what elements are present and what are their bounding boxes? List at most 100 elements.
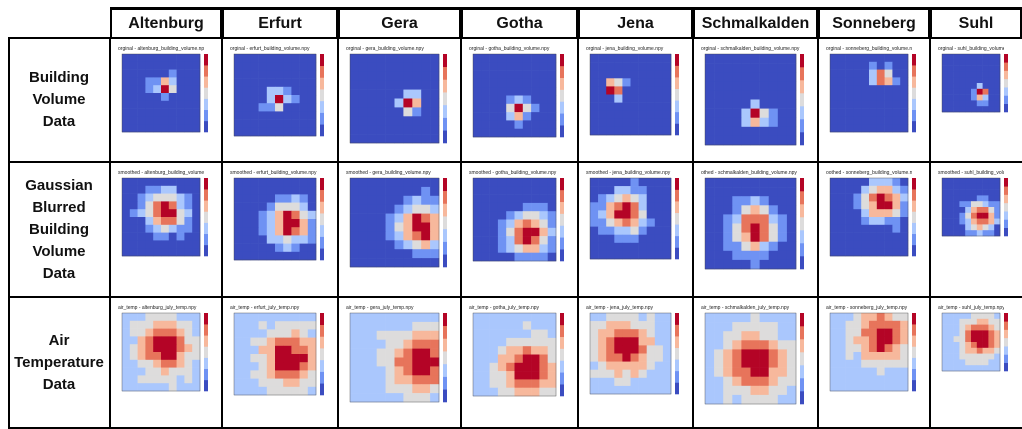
heatmap-cell — [590, 186, 599, 195]
heatmap-cell — [137, 93, 146, 102]
heatmap-cell — [853, 344, 862, 353]
heatmap-cell — [192, 178, 201, 187]
colorbar-segment — [675, 347, 679, 360]
heatmap-cell — [853, 185, 862, 194]
heatmap-cell — [161, 193, 170, 202]
heatmap-cell — [176, 359, 185, 368]
heatmap-cell — [786, 187, 797, 197]
heatmap-cell — [876, 240, 885, 249]
heatmap-cell — [481, 371, 490, 380]
heatmap-cell — [250, 354, 259, 363]
plot-title: air_temp - altenburg_july_temp.npy — [118, 305, 197, 311]
heatmap-cell — [768, 331, 779, 341]
heatmap-cell — [630, 313, 639, 322]
heatmap-cell — [489, 178, 499, 187]
heatmap-cell — [234, 78, 243, 88]
heatmap-cell — [234, 321, 243, 330]
heatmap-cell — [759, 205, 769, 215]
heatmap-cell — [283, 119, 292, 129]
heatmap-cell — [376, 357, 386, 367]
heatmap-cell — [531, 387, 540, 397]
heatmap-cell — [376, 339, 386, 349]
heatmap-cell — [184, 232, 193, 241]
heatmap-cell — [959, 330, 966, 337]
heatmap-cell — [750, 331, 760, 341]
heatmap-cell — [965, 88, 972, 95]
heatmap-cell — [853, 248, 862, 257]
heatmap-cell — [299, 321, 309, 330]
colorbar-segment — [675, 65, 679, 78]
heatmap-cell — [129, 85, 138, 94]
heatmap-cell — [412, 204, 422, 214]
colorbar-segment — [1004, 219, 1008, 229]
heatmap-cell — [184, 320, 193, 329]
heatmap-cell — [884, 201, 893, 210]
heatmap-cell — [606, 369, 615, 379]
heatmap-cell — [606, 234, 615, 244]
heatmap-cell — [242, 202, 251, 212]
heatmap-cell — [497, 219, 507, 229]
heatmap-cell — [988, 318, 995, 325]
heatmap-cell — [884, 124, 893, 133]
heatmap-cell — [662, 361, 672, 370]
heatmap-cell — [654, 194, 664, 203]
heatmap-cell — [153, 201, 162, 210]
heatmap-cell — [830, 359, 839, 368]
heatmap-cell — [590, 218, 599, 227]
heatmap-cell — [638, 218, 647, 227]
heatmap-cell — [646, 353, 656, 362]
plot-title: orginal - erfurt_building_volume.npy — [230, 46, 310, 52]
heatmap-cell — [869, 248, 878, 257]
heatmap-cell — [291, 354, 300, 363]
colorbar-segment — [204, 357, 208, 370]
heatmap-cell — [662, 110, 672, 120]
colorbar-segment — [800, 391, 804, 405]
heatmap-cell — [741, 223, 751, 233]
heatmap-cell — [630, 226, 639, 235]
colorbar-segment — [443, 313, 447, 327]
plot-orig-gera: orginal - gera_building_volume.npy — [338, 38, 461, 162]
heatmap-cell — [705, 241, 715, 252]
heatmap-cell — [421, 186, 431, 197]
heatmap-cell — [129, 232, 138, 241]
heatmap-cell — [539, 227, 548, 237]
heatmap-cell — [884, 224, 893, 233]
colorbar-segment — [800, 217, 804, 231]
heatmap-cell — [759, 196, 769, 206]
heatmap-cell — [768, 117, 779, 128]
heatmap-cell — [662, 94, 672, 103]
heatmap-cell — [506, 371, 515, 380]
heatmap-cell — [830, 367, 839, 376]
heatmap-cell — [403, 366, 413, 376]
heatmap-cell — [861, 224, 870, 233]
plot-frame — [472, 53, 557, 138]
heatmap-cell — [723, 108, 733, 118]
heatmap-cell — [153, 375, 162, 384]
colorbar-segment — [443, 79, 447, 93]
heatmap-cell — [168, 85, 177, 94]
colorbar-segment — [1004, 202, 1008, 212]
heatmap-cell — [122, 185, 131, 194]
heatmap-cell — [853, 193, 862, 202]
heatmap-cell — [971, 71, 978, 78]
heatmap-cell — [307, 62, 317, 71]
heatmap-cell — [598, 313, 607, 322]
heatmap-cell — [630, 86, 639, 95]
heatmap-cell — [153, 232, 162, 241]
plot-frame — [829, 53, 909, 133]
heatmap-cell — [876, 367, 885, 376]
heatmap-cell — [473, 219, 482, 229]
heatmap-cell — [876, 85, 885, 94]
heatmap-cell — [959, 336, 966, 343]
heatmap-cell — [497, 321, 507, 330]
heatmap-cell — [184, 224, 193, 233]
heatmap-cell — [837, 54, 846, 63]
heatmap-cell — [942, 330, 949, 337]
heatmap-cell — [646, 102, 656, 111]
heatmap-cell — [506, 346, 515, 355]
heatmap-cell — [192, 93, 201, 102]
colorbar-segment — [675, 212, 679, 225]
heatmap-cell — [145, 240, 154, 249]
heatmap-cell — [869, 85, 878, 94]
heatmap-cell — [732, 358, 742, 368]
